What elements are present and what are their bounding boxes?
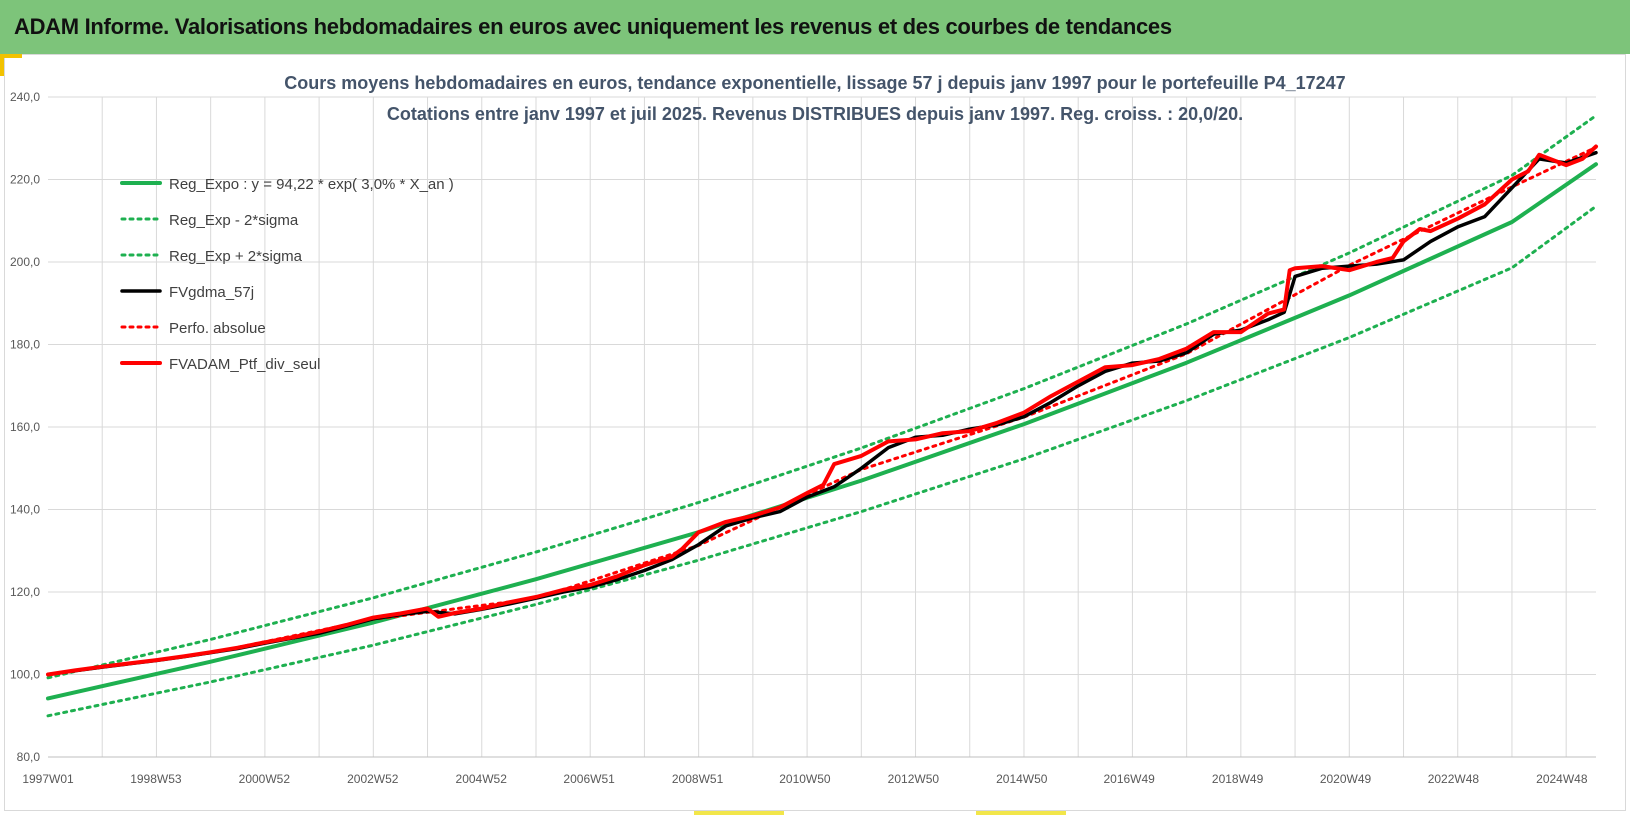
series-line — [46, 114, 1598, 680]
x-tick-label: 2016W49 — [1103, 772, 1155, 786]
x-tick-label: 2020W49 — [1320, 772, 1372, 786]
bottom-accent — [694, 811, 784, 815]
y-tick-label: 80,0 — [17, 750, 41, 764]
x-tick-label: 1997W01 — [22, 772, 74, 786]
y-tick-label: 120,0 — [10, 585, 40, 599]
x-tick-label: 2008W51 — [672, 772, 724, 786]
chart-subtitle: Cotations entre janv 1997 et juil 2025. … — [386, 104, 1244, 124]
series-line — [46, 144, 1598, 677]
x-tick-label: 2000W52 — [239, 772, 291, 786]
x-tick-label: 2002W52 — [347, 772, 399, 786]
chart-frame — [4, 54, 1626, 811]
legend-label: Reg_Expo : y = 94,22 * exp( 3,0% * X_an … — [169, 176, 454, 193]
header-bar: ADAM Informe. Valorisations hebdomadaire… — [0, 0, 1630, 54]
legend-label: Reg_Exp - 2*sigma — [169, 212, 299, 229]
x-tick-label: 1998W53 — [130, 772, 182, 786]
series-line — [46, 204, 1598, 718]
bottom-accent — [976, 811, 1066, 815]
x-tick-label: 2014W50 — [996, 772, 1048, 786]
legend-label: Perfo. absolue — [169, 320, 266, 337]
y-tick-label: 240,0 — [10, 90, 40, 104]
legend-label: Reg_Exp + 2*sigma — [169, 248, 303, 265]
y-tick-label: 100,0 — [10, 668, 40, 682]
legend: Reg_Expo : y = 94,22 * exp( 3,0% * X_an … — [120, 176, 454, 373]
series-layer — [46, 114, 1598, 718]
y-tick-label: 200,0 — [10, 255, 40, 269]
x-tick-label: 2012W50 — [888, 772, 940, 786]
corner-accent — [0, 54, 4, 76]
y-tick-label: 220,0 — [10, 173, 40, 187]
page-title: ADAM Informe. Valorisations hebdomadaire… — [14, 14, 1172, 39]
legend-label: FVADAM_Ptf_div_seul — [169, 356, 320, 373]
corner-accent — [0, 54, 22, 58]
legend-label: FVgdma_57j — [169, 284, 254, 301]
y-tick-label: 180,0 — [10, 338, 40, 352]
chart-title: Cours moyens hebdomadaires en euros, ten… — [284, 73, 1346, 93]
grid-layer — [48, 96, 1596, 758]
series-line — [46, 162, 1598, 701]
x-tick-label: 2022W48 — [1428, 772, 1480, 786]
y-tick-label: 160,0 — [10, 420, 40, 434]
x-tick-label: 2018W49 — [1212, 772, 1264, 786]
x-tick-label: 2006W51 — [563, 772, 615, 786]
x-tick-label: 2004W52 — [456, 772, 508, 786]
y-tick-label: 140,0 — [10, 503, 40, 517]
axis-layer: 80,0 100,0 120,0 140,0 160,0 180,0 200,0 220,0 2… — [10, 90, 1596, 786]
x-tick-label: 2010W50 — [779, 772, 831, 786]
series-line — [46, 150, 1598, 677]
x-tick-label: 2024W48 — [1536, 772, 1588, 786]
